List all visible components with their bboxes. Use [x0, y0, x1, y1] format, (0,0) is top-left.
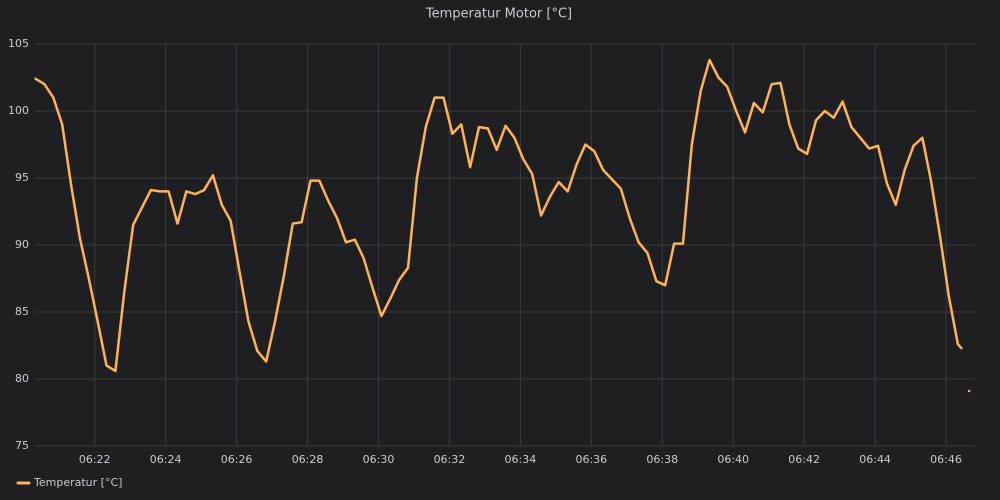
x-tick-label: 06:26 [221, 453, 253, 466]
y-tick-label: 105 [8, 37, 29, 50]
x-tick-label: 06:40 [717, 453, 749, 466]
y-tick-label: 85 [15, 305, 29, 318]
y-tick-label: 75 [15, 439, 29, 452]
x-tick-label: 06:34 [505, 453, 537, 466]
y-tick-label: 100 [8, 104, 29, 117]
x-tick-label: 06:42 [788, 453, 820, 466]
x-tick-label: 06:32 [434, 453, 466, 466]
x-tick-label: 06:36 [575, 453, 607, 466]
x-tick-label: 06:24 [150, 453, 182, 466]
x-tick-label: 06:38 [646, 453, 678, 466]
x-tick-label: 06:28 [292, 453, 324, 466]
x-tick-label: 06:46 [930, 453, 962, 466]
y-tick-label: 95 [15, 171, 29, 184]
y-tick-label: 80 [15, 372, 29, 385]
legend-label: Temperatur [°C] [33, 476, 122, 489]
x-tick-label: 06:22 [79, 453, 111, 466]
chart-title: Temperatur Motor [°C] [425, 7, 572, 22]
x-tick-label: 06:30 [363, 453, 395, 466]
y-tick-label: 90 [15, 238, 29, 251]
line [34, 58, 971, 393]
x-tick-label: 06:44 [859, 453, 891, 466]
